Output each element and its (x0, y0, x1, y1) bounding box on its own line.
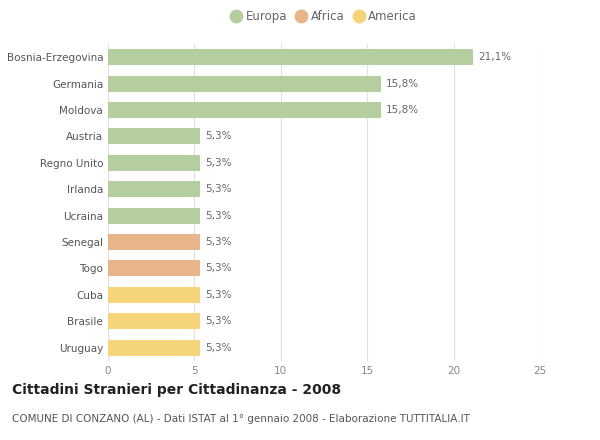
Text: 5,3%: 5,3% (205, 237, 231, 247)
Text: 5,3%: 5,3% (205, 290, 231, 300)
Text: COMUNE DI CONZANO (AL) - Dati ISTAT al 1° gennaio 2008 - Elaborazione TUTTITALIA: COMUNE DI CONZANO (AL) - Dati ISTAT al 1… (12, 414, 470, 424)
Text: 5,3%: 5,3% (205, 264, 231, 273)
Text: 5,3%: 5,3% (205, 132, 231, 141)
Bar (108, 260, 200, 276)
Text: 5,3%: 5,3% (205, 316, 231, 326)
Bar (108, 76, 381, 92)
Bar (108, 234, 200, 250)
Bar (108, 128, 200, 144)
Text: 21,1%: 21,1% (478, 52, 511, 62)
Bar (108, 49, 473, 65)
Text: 15,8%: 15,8% (386, 79, 419, 88)
Text: 5,3%: 5,3% (205, 211, 231, 220)
Bar (108, 208, 200, 224)
Bar (108, 155, 200, 171)
Bar (108, 340, 200, 356)
Bar (108, 287, 200, 303)
Text: 15,8%: 15,8% (386, 105, 419, 115)
Text: 5,3%: 5,3% (205, 158, 231, 168)
Text: Cittadini Stranieri per Cittadinanza - 2008: Cittadini Stranieri per Cittadinanza - 2… (12, 383, 341, 397)
Bar (108, 181, 200, 197)
Bar (108, 313, 200, 329)
Text: 5,3%: 5,3% (205, 343, 231, 352)
Text: 5,3%: 5,3% (205, 184, 231, 194)
Legend: Europa, Africa, America: Europa, Africa, America (227, 6, 421, 28)
Bar (108, 102, 381, 118)
